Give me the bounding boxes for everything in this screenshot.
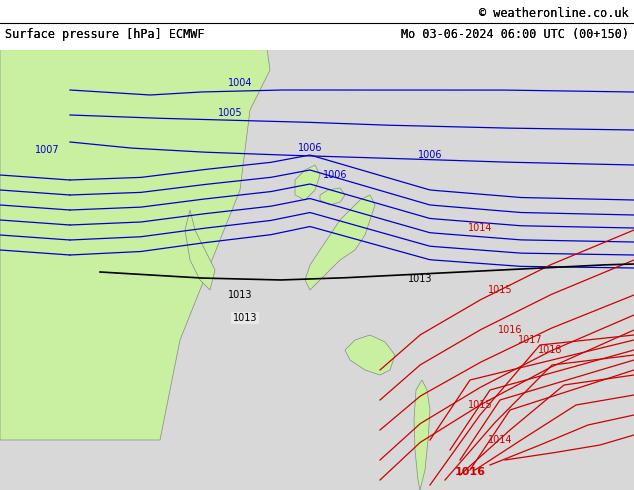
Text: 1006: 1006 [323, 170, 347, 180]
Polygon shape [305, 195, 375, 290]
Text: 1017: 1017 [518, 335, 542, 345]
Text: 1016: 1016 [455, 467, 486, 477]
Polygon shape [185, 210, 215, 290]
Bar [0, 0, 634, 50]
Text: Surface pressure [hPa] ECMWF: Surface pressure [hPa] ECMWF [5, 28, 205, 42]
Text: 1006: 1006 [418, 150, 443, 160]
Text: © weatheronline.co.uk: © weatheronline.co.uk [479, 7, 629, 21]
Polygon shape [320, 188, 345, 205]
Text: 1015: 1015 [488, 285, 512, 295]
Text: 1016: 1016 [498, 325, 522, 335]
Text: 1014: 1014 [488, 435, 512, 445]
Text: 1007: 1007 [35, 145, 60, 155]
Text: 1004: 1004 [228, 78, 252, 88]
Text: 1014: 1014 [468, 223, 492, 233]
Text: 1015: 1015 [468, 400, 493, 410]
Polygon shape [0, 0, 270, 440]
Text: 1006: 1006 [298, 143, 322, 153]
Text: 1013: 1013 [408, 274, 432, 284]
Text: Surface pressure [hPa] ECMWF: Surface pressure [hPa] ECMWF [5, 28, 205, 42]
Polygon shape [345, 335, 395, 375]
Text: 1018: 1018 [538, 345, 562, 355]
Text: © weatheronline.co.uk: © weatheronline.co.uk [479, 7, 629, 21]
Text: Mo 03-06-2024 06:00 UTC (00+150): Mo 03-06-2024 06:00 UTC (00+150) [401, 28, 629, 42]
Text: Mo 03-06-2024 06:00 UTC (00+150): Mo 03-06-2024 06:00 UTC (00+150) [401, 28, 629, 42]
Polygon shape [414, 380, 430, 490]
Polygon shape [295, 165, 320, 200]
Text: 1013: 1013 [233, 313, 257, 323]
Text: 1013: 1013 [228, 290, 252, 300]
Text: 1005: 1005 [217, 108, 242, 118]
